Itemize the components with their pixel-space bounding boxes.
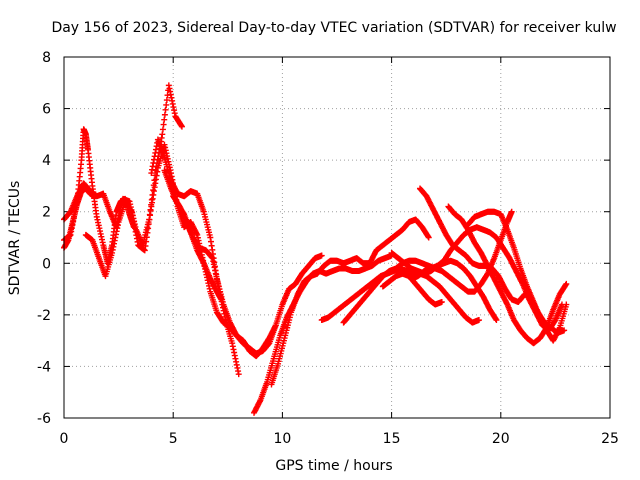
y-tick-label: 4 [42,153,51,169]
x-tick-label: 15 [383,431,401,447]
data-point-marker [475,317,482,324]
data-point-marker [508,208,515,215]
x-tick-label: 20 [492,431,510,447]
plot-frame [63,56,611,419]
y-tick-label: 8 [42,50,51,66]
data-series [268,216,432,388]
data-point-marker [563,280,570,287]
data-markers [61,82,570,416]
y-tick-label: -2 [37,308,51,324]
data-point-marker [235,371,242,378]
data-point-marker [438,298,445,305]
data-point-marker [272,322,279,329]
data-point-marker [218,296,225,303]
y-tick-label: -4 [37,359,51,375]
data-point-marker [318,252,325,259]
x-tick-label: 0 [60,431,69,447]
y-tick-label: -6 [37,411,51,427]
tick-labels: 0 5 10 15 20 25 -6 -4 -2 0 2 4 6 8 [37,50,619,447]
data-series [465,208,570,344]
data-series [408,257,500,324]
data-point-marker [425,234,432,241]
data-point-marker [91,193,98,200]
x-tick-label: 5 [169,431,178,447]
y-tick-label: 6 [42,102,51,118]
data-series [445,203,570,347]
data-series [148,136,279,360]
data-point-marker [493,317,500,324]
data-point-marker [561,327,568,334]
y-tick-label: 2 [42,205,51,221]
x-axis-label: GPS time / hours [275,458,392,474]
y-axis-label: SDTVAR / TECUs [7,181,23,296]
x-tick-label: 25 [601,431,619,447]
chart-title: Day 156 of 2023, Sidereal Day-to-day VTE… [51,20,616,36]
y-tick-label: 0 [42,256,51,272]
data-point-marker [178,123,185,130]
data-point-marker [563,301,570,308]
data-series [161,167,225,303]
x-tick-label: 10 [273,431,291,447]
